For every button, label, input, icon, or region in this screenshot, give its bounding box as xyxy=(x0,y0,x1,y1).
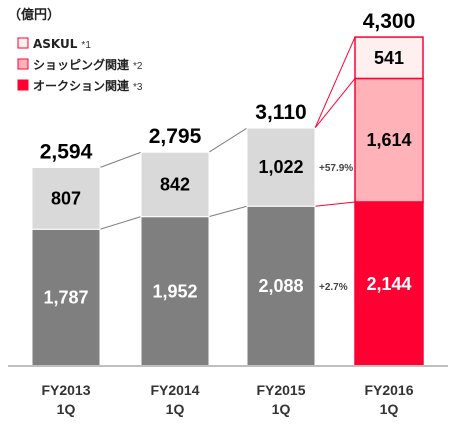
x-tick-label: FY2016 xyxy=(364,382,413,398)
data-label: 1,787 xyxy=(43,288,88,308)
x-tick-label: 1Q xyxy=(57,401,76,417)
x-axis-ticks: FY2013 1Q FY2014 1Q FY2015 1Q FY2016 1Q xyxy=(41,382,413,417)
bar-segment xyxy=(354,77,424,203)
legend-swatch xyxy=(17,79,29,91)
data-label: 807 xyxy=(51,188,81,208)
data-label: 2,144 xyxy=(366,274,411,294)
connector-line xyxy=(314,201,356,207)
total-label: 3,110 xyxy=(255,101,306,124)
legend-note: *1 xyxy=(81,40,91,51)
legend-label: オークション関連 xyxy=(33,78,130,93)
total-label: 2,795 xyxy=(149,125,202,148)
connector-line xyxy=(314,36,356,129)
total-label: 4,300 xyxy=(363,10,416,33)
connector-line xyxy=(314,78,356,129)
legend-note: *2 xyxy=(133,61,143,72)
data-label: 2,088 xyxy=(258,276,303,296)
connector-line xyxy=(208,127,248,153)
unit-label: （億円） xyxy=(8,7,60,23)
legend-swatch xyxy=(17,37,29,49)
legend-label: ASKUL xyxy=(33,37,78,51)
connector-lines xyxy=(99,36,356,230)
bar-segment xyxy=(31,167,101,230)
x-tick-label: 1Q xyxy=(166,401,185,417)
x-tick-label: 1Q xyxy=(380,401,399,417)
data-label: 1,022 xyxy=(258,157,303,177)
growth-annotation: +2.7% xyxy=(319,282,348,293)
x-tick-label: FY2014 xyxy=(150,382,199,398)
value-labels: 1,787 807 2,594 1,952 842 2,795 2,088 1,022 3,11… xyxy=(40,10,416,308)
bar-segment xyxy=(140,216,210,367)
data-label: 1,614 xyxy=(366,130,411,150)
legend-swatch xyxy=(17,58,29,70)
data-label: 842 xyxy=(160,174,190,194)
connector-line xyxy=(99,216,142,230)
data-label: 541 xyxy=(374,48,404,68)
connector-line xyxy=(99,151,142,168)
x-tick-label: FY2015 xyxy=(256,382,305,398)
data-label: 1,952 xyxy=(152,281,197,301)
bar-segment xyxy=(246,127,316,207)
total-label: 2,594 xyxy=(40,141,93,164)
bar-segment xyxy=(354,36,424,80)
bars xyxy=(31,36,424,367)
x-tick-label: 1Q xyxy=(272,401,291,417)
connector-line xyxy=(208,205,248,218)
legend-note: *3 xyxy=(133,82,143,93)
bar-segment xyxy=(354,201,424,367)
x-tick-label: FY2013 xyxy=(41,382,90,398)
legend-label: ショッピング関連 xyxy=(33,57,130,72)
bar-segment xyxy=(140,151,210,218)
growth-annotation: +57.9% xyxy=(319,163,353,174)
bar-segment xyxy=(246,205,316,367)
